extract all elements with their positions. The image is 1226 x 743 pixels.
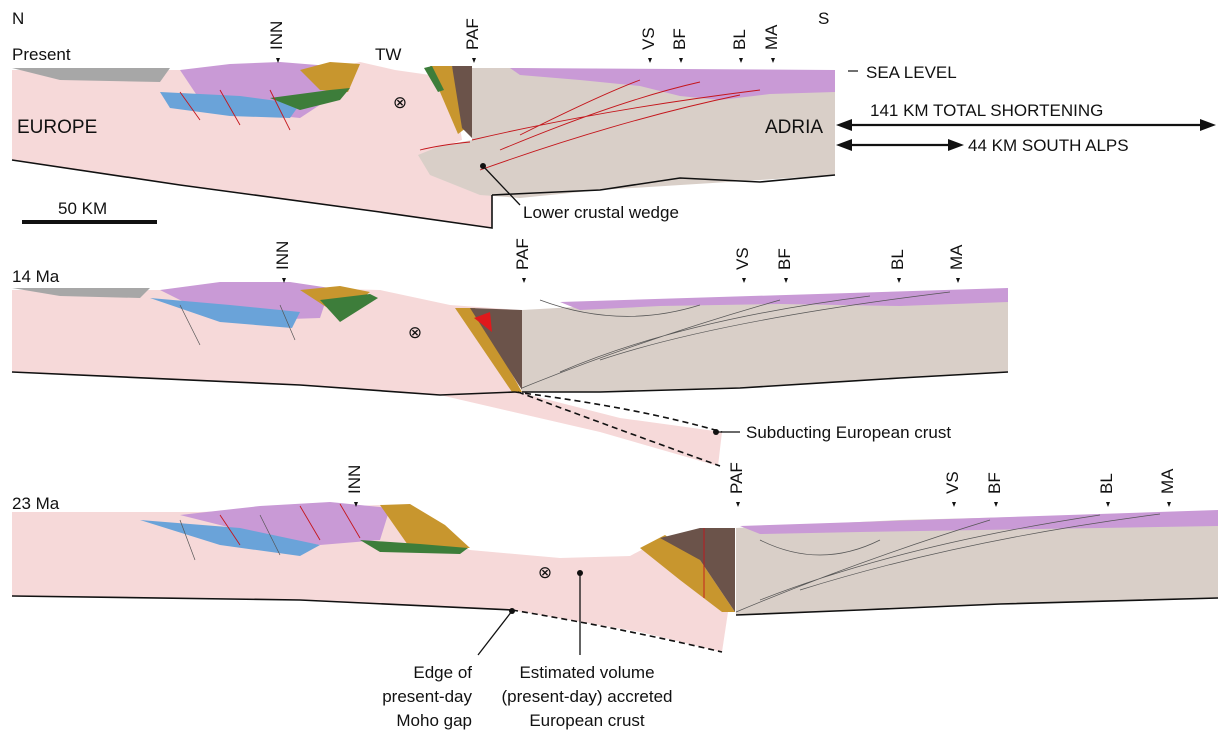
tw-brown-present [452,66,472,138]
europe-crust-present [12,62,492,228]
sea-level-label: SEA LEVEL [866,63,957,82]
brown-wedge-14ma [470,308,522,390]
total-shortening-label: 141 KM TOTAL SHORTENING [870,101,1103,120]
blue-unit-14ma [150,298,300,328]
fault-labels-14ma: INN PAF VS BF BL MA [273,238,966,270]
svg-text:European crust: European crust [529,711,645,730]
gray-unit-present [12,68,170,82]
europe-crust-14ma [12,288,722,466]
14ma-label: 14 Ma [12,267,60,286]
adria-cover-23ma [740,510,1218,534]
brown-wedge-23ma [660,528,735,612]
bl-label-14ma: BL [888,249,907,270]
south-alps-label: 44 KM SOUTH ALPS [968,136,1129,155]
svg-text:Moho gap: Moho gap [396,711,472,730]
paf-label-14ma: PAF [513,238,532,270]
out-of-page-symbol-14ma: ⊗ [408,323,422,342]
moho-23ma [11,595,1219,616]
europe-label: EUROPE [17,117,97,138]
nappe-stack-23ma [180,502,390,545]
vs-label-23ma: VS [943,471,962,494]
fault-lines-23ma [179,513,1161,613]
adria-crust-present [418,68,835,198]
bf-label-present: BF [670,28,689,50]
subducting-dash-14ma [514,391,723,467]
ochre-wedge-23ma [640,535,735,612]
blue-unit-23ma [140,520,320,556]
moho-gap-label: Edge of present-day Moho gap [382,663,472,730]
gray-unit-14ma [12,288,150,298]
shortening-arrows: 141 KM TOTAL SHORTENING 44 KM SOUTH ALPS [836,101,1216,155]
svg-text:present-day: present-day [382,687,472,706]
bl-label-present: BL [730,29,749,50]
red-body-14ma [474,312,492,332]
paf-label-present: PAF [463,18,482,50]
tw-label: TW [375,45,401,64]
adria-label: ADRIA [765,117,823,138]
vs-label-14ma: VS [733,247,752,270]
fault-labels-23ma: INN PAF VS BF BL MA [345,462,1177,494]
moho-europe-present [11,159,493,229]
inn-label-14ma: INN [273,241,292,270]
bf-label-23ma: BF [985,472,1004,494]
panel-present: 50 KM [11,62,836,229]
panel-23ma [11,502,1219,653]
fault-labels-present: INN PAF VS BF BL MA [267,18,781,50]
scale-bar-label: 50 KM [58,199,107,218]
moho-14ma [11,371,1009,396]
green-unit-14ma [320,294,378,322]
green-unit-23ma [360,540,468,554]
svg-text:Edge of: Edge of [413,663,472,682]
nappe-stack-14ma [160,282,330,320]
adria-crust-23ma [736,512,1218,615]
moho-adria-present [491,174,836,196]
accreted-label: Estimated volume (present-day) accreted … [501,663,672,730]
red-faults-23ma [219,503,705,598]
out-of-page-symbol: ⊗ [393,93,407,112]
svg-text:Estimated volume: Estimated volume [519,663,654,682]
ochre-unit-present [300,62,360,92]
adria-cover-present [510,68,835,100]
vs-label-present: VS [639,27,658,50]
fault-lines-14ma [179,291,951,389]
north-label: N [12,9,24,28]
south-label: S [818,9,829,28]
adria-cover-14ma [560,288,1008,310]
europe-crust-23ma [12,505,735,652]
ochre-wedge-14ma [455,308,522,392]
ma-label-23ma: MA [1158,468,1177,494]
out-of-page-symbol-23ma: ⊗ [538,563,552,582]
inn-label-23ma: INN [345,465,364,494]
tw-green-present [424,66,444,92]
green-unit-present [270,88,350,110]
bf-label-14ma: BF [775,248,794,270]
subducting-label: Subducting European crust [746,423,951,442]
ma-label-14ma: MA [947,244,966,270]
svg-text:(present-day) accreted: (present-day) accreted [501,687,672,706]
blue-unit-present [160,92,300,118]
paf-label-23ma: PAF [727,462,746,494]
present-label: Present [12,45,71,64]
wedge-callout-line [482,165,521,206]
inn-label-present: INN [267,21,286,50]
moho-gap-callout-line [477,610,513,656]
bl-label-23ma: BL [1097,473,1116,494]
23ma-label: 23 Ma [12,494,60,513]
lower-wedge-label: Lower crustal wedge [523,203,679,222]
fault-tick-arrows [276,58,1171,507]
ma-label-present: MA [762,24,781,50]
fault-lines-present [179,79,761,171]
ochre-unit-23ma [380,504,470,548]
panel-14ma [11,282,1009,467]
